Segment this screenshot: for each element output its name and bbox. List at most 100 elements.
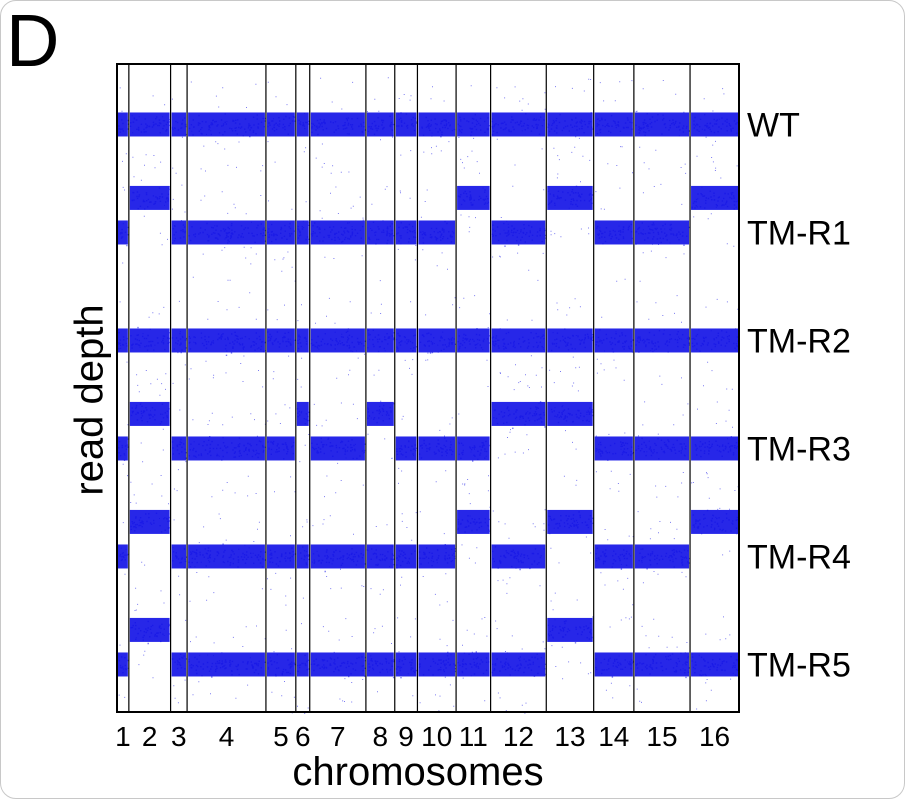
depth-band-TM-R2-chr4 [188, 328, 265, 353]
depth-band-TM-R1-chr6 [296, 220, 309, 245]
read-depth-points [118, 77, 740, 714]
depth-band-WT-chr7 [310, 112, 365, 137]
depth-points-TM-R3-chr10 [418, 417, 454, 483]
depth-band-TM-R5-chr4 [188, 652, 265, 677]
depth-band-TM-R3-chr1 [118, 436, 128, 461]
depth-band-TM-R4-chr9 [395, 544, 417, 569]
depth-band-TM-R4-chr3 [171, 544, 187, 569]
depth-points-TM-R5-chr12 [491, 620, 547, 714]
track-TM-R4 [118, 475, 740, 606]
track-label-TM-R5: TM-R5 [747, 646, 851, 684]
depth-band-TM-R2-chr7 [310, 328, 365, 353]
depth-band-TM-R2-chr6 [296, 328, 309, 353]
depth-band-TM-R4-chr4 [188, 544, 265, 569]
depth-points-TM-R4-chr6 [300, 519, 310, 599]
x-tick-label: 1 [115, 721, 131, 752]
track-label-TM-R2: TM-R2 [747, 322, 851, 360]
depth-band-WT-chr11 [457, 112, 490, 137]
depth-band-TM-R1-chr16 [691, 185, 738, 210]
x-tick-label: 11 [459, 721, 488, 752]
depth-band-TM-R2-chr16 [691, 328, 738, 353]
depth-band-TM-R5-chr10 [418, 652, 456, 677]
depth-band-TM-R1-chr7 [310, 220, 365, 245]
depth-points-WT-chr7 [311, 77, 367, 174]
depth-band-TM-R2-chr11 [457, 328, 490, 353]
depth-band-WT-chr8 [366, 112, 394, 137]
depth-band-TM-R3-chr11 [457, 436, 490, 461]
track-WT [118, 77, 738, 174]
x-tick-label: 7 [330, 721, 346, 752]
depth-points-TM-R3-chr6 [296, 378, 310, 463]
depth-band-TM-R1-chr3 [171, 220, 187, 245]
x-tick-label: 8 [373, 721, 389, 752]
track-label-TM-R3: TM-R3 [747, 430, 851, 468]
track-labels: WT TM-R1 TM-R2 TM-R3 TM-R4 TM-R5 [747, 106, 851, 684]
depth-band-TM-R2-chr15 [634, 328, 690, 353]
depth-band-TM-R1-chr12 [491, 220, 546, 245]
x-tick-label: 4 [219, 721, 235, 752]
track-label-TM-R1: TM-R1 [747, 214, 851, 252]
depth-band-TM-R1-chr11 [457, 185, 490, 210]
depth-band-WT-chr1 [118, 112, 128, 137]
depth-band-TM-R2-chr8 [366, 328, 394, 353]
depth-points-TM-R4-chr4 [188, 513, 266, 602]
depth-band-TM-R1-chr2 [129, 185, 170, 210]
depth-points-WT-chr15 [635, 80, 690, 174]
depth-band-TM-R2-chr9 [395, 328, 417, 353]
depth-points-TM-R2-chr8 [367, 303, 395, 376]
x-tick-label: 14 [598, 721, 629, 752]
depth-band-TM-R3-chr16 [691, 436, 738, 461]
depth-points-TM-R5-chr2 [130, 587, 171, 679]
depth-band-TM-R3-chr5 [266, 436, 295, 461]
depth-band-TM-R2-chr1 [118, 328, 128, 353]
depth-points-TM-R3-chr15 [635, 401, 689, 498]
x-tick-label: 6 [295, 721, 311, 752]
depth-band-TM-R2-chr13 [547, 328, 593, 353]
x-tick-label: 13 [554, 721, 585, 752]
depth-points-TM-R3-chr14 [595, 432, 635, 492]
track-label-WT: WT [747, 106, 800, 144]
depth-points-TM-R4-chr12 [492, 509, 546, 594]
x-tick-label: 2 [142, 721, 158, 752]
track-TM-R1 [118, 150, 739, 282]
depth-points-WT-chr10 [421, 86, 456, 155]
depth-band-TM-R5-chr7 [310, 652, 365, 677]
depth-points-TM-R3-chr12 [493, 372, 546, 459]
depth-band-WT-chr9 [395, 112, 417, 137]
depth-points-TM-R4-chr13 [547, 475, 594, 564]
depth-band-TM-R5-chr1 [118, 652, 128, 677]
depth-points-WT-chr6 [298, 113, 310, 153]
x-axis-label: chromosomes [292, 750, 544, 794]
depth-band-TM-R4-chr2 [129, 509, 170, 534]
x-tick-label: 12 [503, 721, 534, 752]
track-TM-R2 [118, 292, 740, 390]
depth-points-TM-R4-chr1 [119, 522, 129, 575]
depth-band-TM-R3-chr8 [366, 401, 394, 426]
depth-points-TM-R5-chr7 [310, 618, 367, 703]
depth-band-TM-R3-chr6 [296, 401, 309, 426]
depth-band-TM-R4-chr10 [418, 544, 456, 569]
depth-band-TM-R5-chr12 [491, 652, 546, 677]
depth-band-TM-R5-chr9 [395, 652, 417, 677]
x-tick-label: 15 [646, 721, 677, 752]
depth-band-TM-R1-chr10 [418, 220, 456, 245]
depth-points-TM-R5-chr11 [457, 617, 490, 702]
depth-band-WT-chr6 [296, 112, 309, 137]
plot-area-border [116, 63, 740, 713]
depth-band-TM-R1-chr14 [594, 220, 633, 245]
x-tick-label: 5 [273, 721, 289, 752]
depth-band-TM-R2-chr12 [491, 328, 546, 353]
depth-band-TM-R3-chr7 [310, 436, 365, 461]
depth-points-TM-R1-chr8 [368, 186, 395, 282]
depth-points-TM-R3-chr7 [311, 402, 366, 498]
track-TM-R5 [118, 587, 739, 714]
depth-band-TM-R1-chr8 [366, 220, 394, 245]
x-tick-labels: 1 2 3 4 5 6 7 8 9 10 11 12 13 14 15 16 [115, 721, 730, 752]
depth-points-WT-chr9 [396, 94, 418, 156]
depth-points-TM-R3-chr16 [691, 401, 739, 491]
depth-band-TM-R2-chr2 [129, 328, 170, 353]
depth-points-TM-R2-chr11 [457, 295, 491, 387]
depth-band-WT-chr3 [171, 112, 187, 137]
